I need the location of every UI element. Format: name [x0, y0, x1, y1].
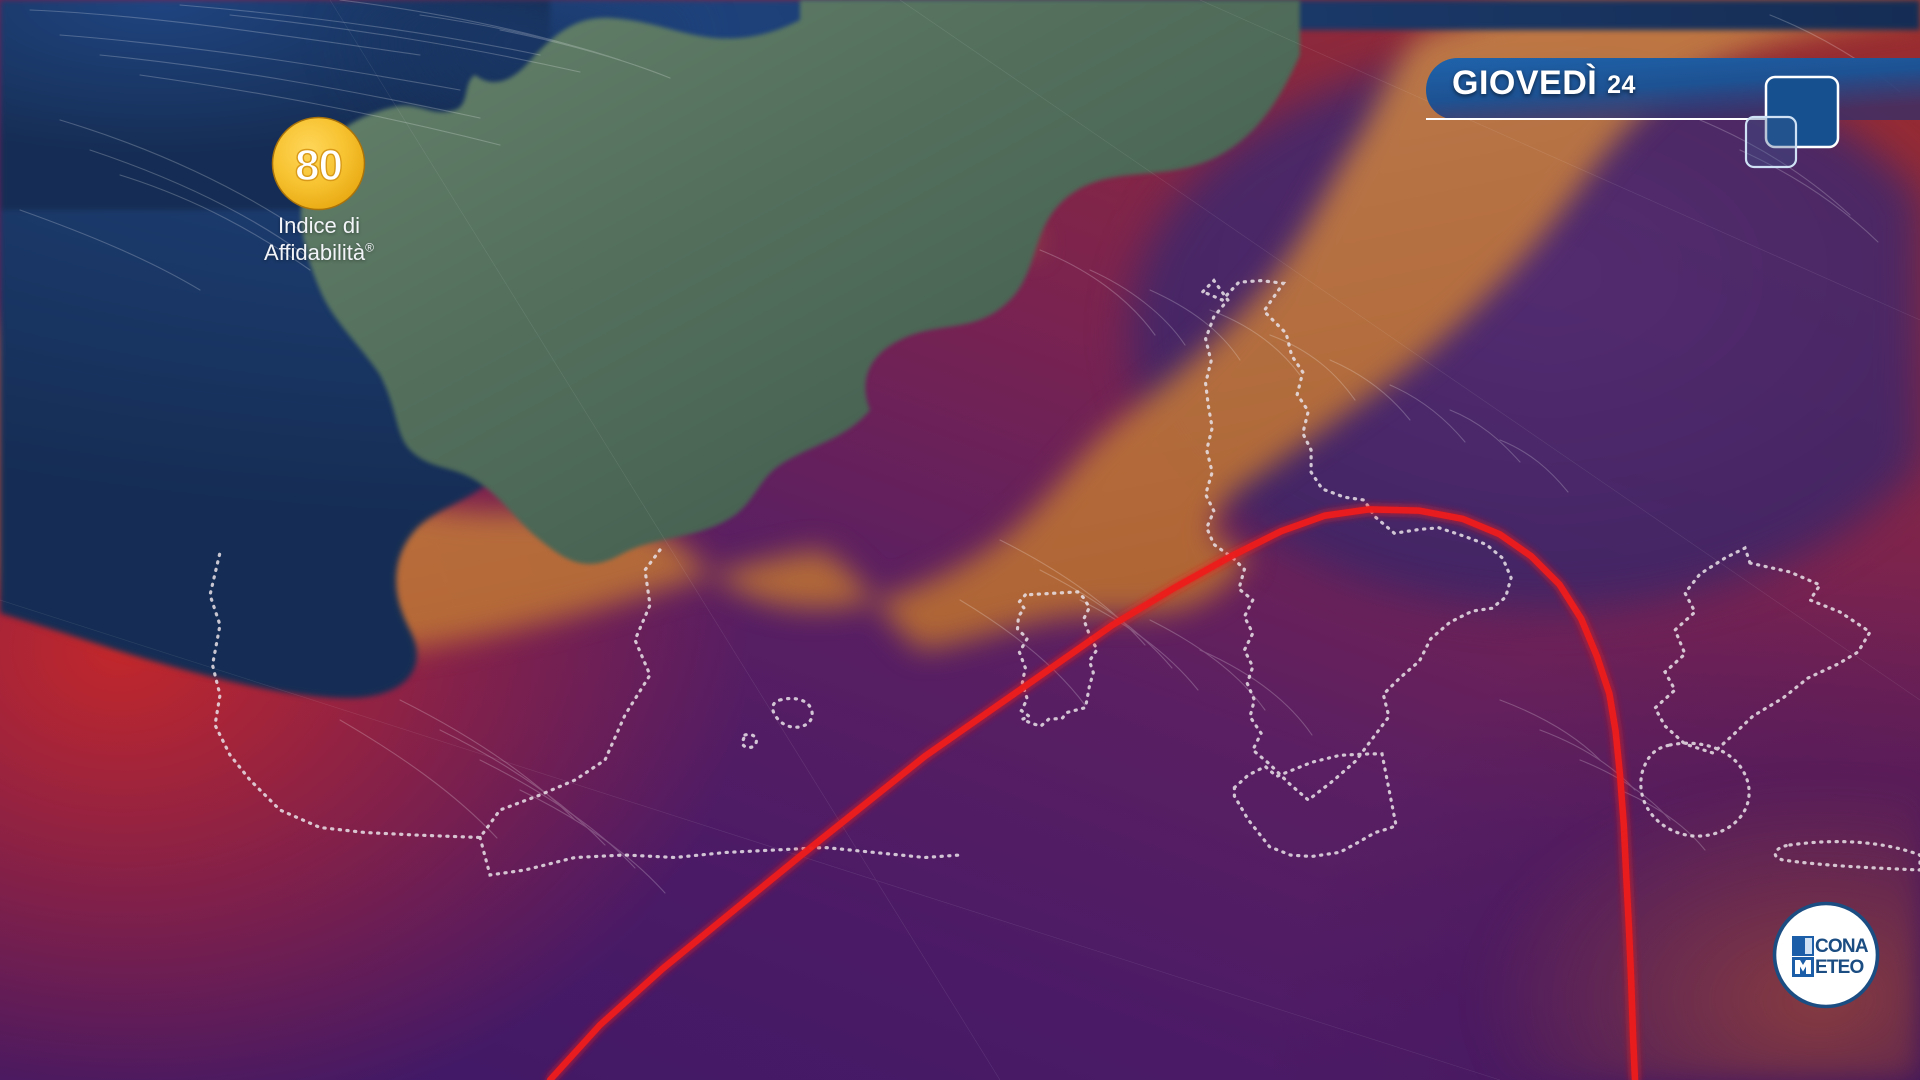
svg-text:CONA: CONA	[1815, 936, 1869, 957]
svg-text:ETEO: ETEO	[1815, 957, 1864, 978]
